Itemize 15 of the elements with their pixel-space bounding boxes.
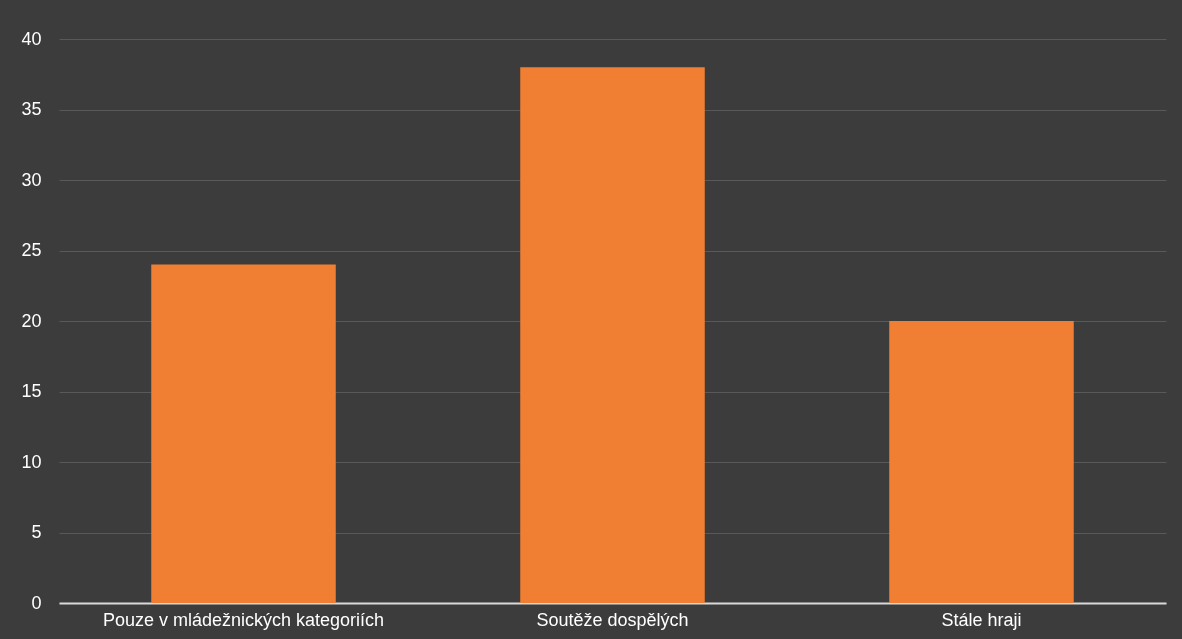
y-tick-label: 0 xyxy=(31,592,42,613)
y-tick-label: 40 xyxy=(21,28,42,49)
x-tick-label: Soutěže dospělých xyxy=(536,609,689,630)
y-tick-label: 30 xyxy=(21,169,42,190)
y-tick-label: 15 xyxy=(21,381,42,401)
y-tick-label: 25 xyxy=(21,240,42,260)
bar xyxy=(889,321,1074,603)
bar xyxy=(151,264,336,603)
x-tick-label: Stále hraji xyxy=(941,609,1022,630)
bar xyxy=(520,67,705,603)
y-tick-label: 35 xyxy=(21,99,42,119)
y-tick-label: 20 xyxy=(21,310,42,331)
y-tick-label: 10 xyxy=(21,451,42,472)
x-tick-label: Pouze v mládežnických kategoriích xyxy=(102,609,385,630)
y-tick-label: 5 xyxy=(31,522,42,542)
